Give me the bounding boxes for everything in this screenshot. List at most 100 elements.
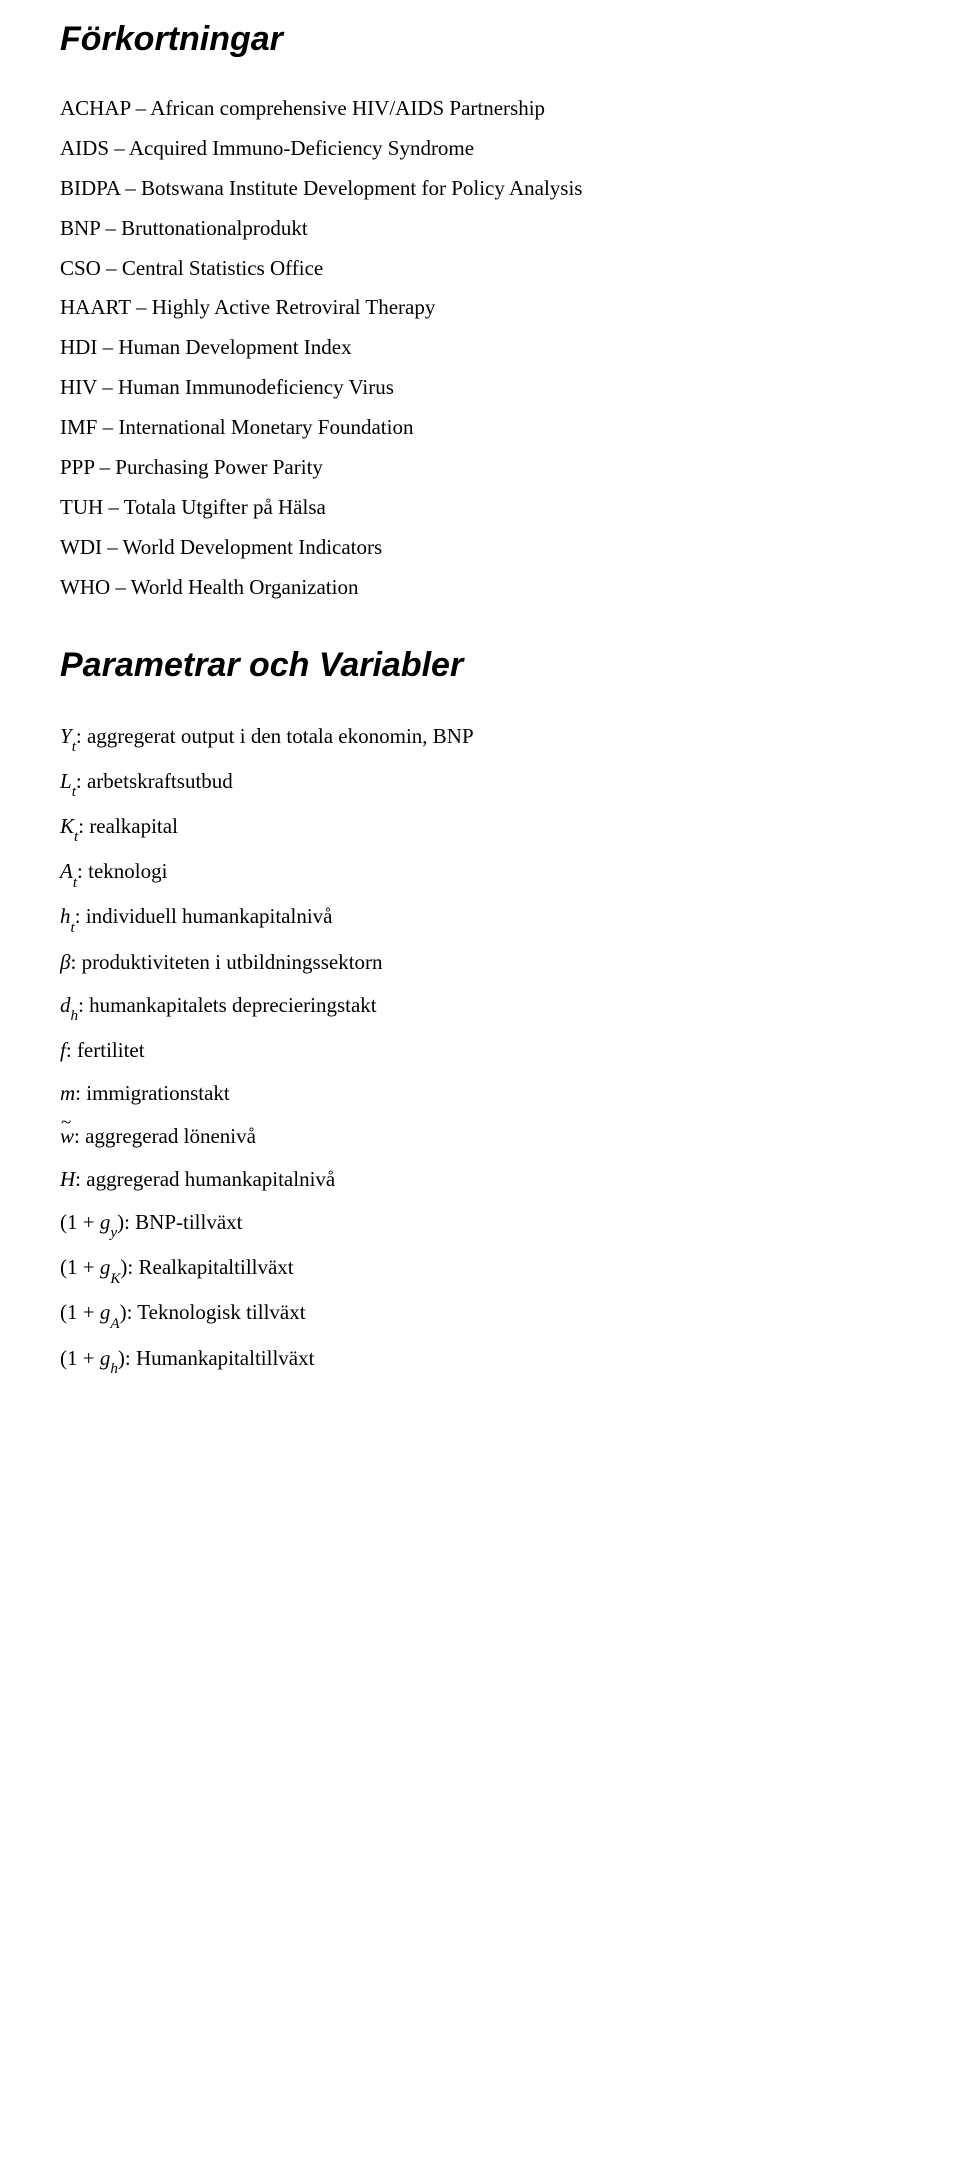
param-symbol: w bbox=[60, 1124, 74, 1148]
abbrev-key: HIV bbox=[60, 375, 97, 399]
param-symbol: At bbox=[60, 859, 77, 883]
param-desc: realkapital bbox=[89, 814, 178, 838]
param-colon: : bbox=[78, 814, 89, 838]
param-symbol: ht bbox=[60, 904, 75, 928]
abbrev-desc: Botswana Institute Development for Polic… bbox=[141, 176, 583, 200]
param-desc: aggregerad lönenivå bbox=[85, 1124, 256, 1148]
abbrev-item: WHO – World Health Organization bbox=[60, 568, 900, 608]
abbrev-key: BNP bbox=[60, 216, 100, 240]
abbrev-key: ACHAP bbox=[60, 96, 130, 120]
abbrev-desc: Purchasing Power Parity bbox=[115, 455, 323, 479]
abbrev-separator: – bbox=[110, 575, 131, 599]
param-colon: : bbox=[78, 993, 89, 1017]
abbrev-desc: Acquired Immuno-Deficiency Syndrome bbox=[129, 136, 474, 160]
parameters-list: Yt: aggregerat output i den totala ekono… bbox=[60, 715, 900, 1382]
abbrev-key: WDI bbox=[60, 535, 102, 559]
param-colon: : bbox=[75, 904, 86, 928]
abbrev-item: HDI – Human Development Index bbox=[60, 328, 900, 368]
param-desc: produktiviteten i utbildningssektorn bbox=[82, 950, 383, 974]
param-item: w: aggregerad lönenivå bbox=[60, 1115, 900, 1158]
param-colon: : bbox=[127, 1255, 138, 1279]
abbrev-item: AIDS – Acquired Immuno-Deficiency Syndro… bbox=[60, 129, 900, 169]
abbrev-separator: – bbox=[101, 256, 122, 280]
abbrev-key: PPP bbox=[60, 455, 94, 479]
param-symbol: β bbox=[60, 950, 70, 974]
param-colon: : bbox=[127, 1300, 138, 1324]
param-symbol: m bbox=[60, 1081, 75, 1105]
abbrev-desc: Totala Utgifter på Hälsa bbox=[124, 495, 326, 519]
param-symbol: (1 + gh) bbox=[60, 1346, 125, 1370]
abbrev-separator: – bbox=[94, 455, 115, 479]
abbrev-item: BNP – Bruttonationalprodukt bbox=[60, 209, 900, 249]
param-item: β: produktiviteten i utbildningssektorn bbox=[60, 941, 900, 984]
abbrev-desc: Central Statistics Office bbox=[122, 256, 323, 280]
param-symbol: (1 + gA) bbox=[60, 1300, 127, 1324]
param-colon: : bbox=[75, 1167, 86, 1191]
abbrev-desc: Human Development Index bbox=[118, 335, 351, 359]
param-item: Lt: arbetskraftsutbud bbox=[60, 760, 900, 805]
param-item: (1 + gK): Realkapitaltillväxt bbox=[60, 1246, 900, 1291]
abbrev-separator: – bbox=[97, 415, 118, 439]
abbrev-item: IMF – International Monetary Foundation bbox=[60, 408, 900, 448]
param-item: At: teknologi bbox=[60, 850, 900, 895]
param-colon: : bbox=[124, 1210, 135, 1234]
param-desc: aggregerat output i den totala ekonomin,… bbox=[87, 724, 474, 748]
abbrev-separator: – bbox=[97, 335, 118, 359]
abbrev-desc: Bruttonationalprodukt bbox=[121, 216, 308, 240]
abbrev-item: TUH – Totala Utgifter på Hälsa bbox=[60, 488, 900, 528]
param-desc: humankapitalets deprecieringstakt bbox=[89, 993, 376, 1017]
param-desc: Teknologisk tillväxt bbox=[137, 1300, 305, 1324]
abbreviations-list: ACHAP – African comprehensive HIV/AIDS P… bbox=[60, 89, 900, 608]
abbrev-item: CSO – Central Statistics Office bbox=[60, 249, 900, 289]
abbrev-separator: – bbox=[103, 495, 124, 519]
param-desc: fertilitet bbox=[77, 1038, 145, 1062]
abbrev-separator: – bbox=[120, 176, 141, 200]
param-item: (1 + gh): Humankapitaltillväxt bbox=[60, 1337, 900, 1382]
abbrev-separator: – bbox=[130, 96, 150, 120]
param-item: H: aggregerad humankapitalnivå bbox=[60, 1158, 900, 1201]
abbrev-key: AIDS bbox=[60, 136, 109, 160]
abbrev-item: PPP – Purchasing Power Parity bbox=[60, 448, 900, 488]
abbrev-key: IMF bbox=[60, 415, 97, 439]
param-symbol: (1 + gK) bbox=[60, 1255, 127, 1279]
param-colon: : bbox=[77, 859, 88, 883]
abbrev-desc: Highly Active Retroviral Therapy bbox=[152, 295, 436, 319]
param-item: (1 + gy): BNP-tillväxt bbox=[60, 1201, 900, 1246]
param-symbol: Kt bbox=[60, 814, 78, 838]
abbrev-desc: International Monetary Foundation bbox=[118, 415, 413, 439]
param-desc: Realkapitaltillväxt bbox=[139, 1255, 294, 1279]
param-item: ht: individuell humankapitalnivå bbox=[60, 895, 900, 940]
abbrev-item: BIDPA – Botswana Institute Development f… bbox=[60, 169, 900, 209]
abbrev-item: HIV – Human Immunodeficiency Virus bbox=[60, 368, 900, 408]
param-colon: : bbox=[66, 1038, 77, 1062]
abbrev-separator: – bbox=[109, 136, 129, 160]
param-desc: BNP-tillväxt bbox=[135, 1210, 242, 1234]
page: Förkortningar ACHAP – African comprehens… bbox=[0, 0, 960, 1422]
abbreviations-heading: Förkortningar bbox=[60, 20, 900, 59]
param-colon: : bbox=[76, 724, 87, 748]
abbrev-separator: – bbox=[131, 295, 152, 319]
abbrev-desc: World Health Organization bbox=[131, 575, 359, 599]
param-colon: : bbox=[74, 1124, 85, 1148]
parameters-heading: Parametrar och Variabler bbox=[60, 646, 900, 685]
abbrev-key: TUH bbox=[60, 495, 103, 519]
abbrev-key: HAART bbox=[60, 295, 131, 319]
abbrev-separator: – bbox=[102, 535, 123, 559]
param-symbol: Lt bbox=[60, 769, 76, 793]
abbrev-key: BIDPA bbox=[60, 176, 120, 200]
param-desc: individuell humankapitalnivå bbox=[86, 904, 333, 928]
param-item: Kt: realkapital bbox=[60, 805, 900, 850]
abbrev-desc: World Development Indicators bbox=[123, 535, 383, 559]
param-colon: : bbox=[125, 1346, 136, 1370]
abbrev-separator: – bbox=[97, 375, 118, 399]
param-symbol: H bbox=[60, 1167, 75, 1191]
param-item: f: fertilitet bbox=[60, 1029, 900, 1072]
param-colon: : bbox=[75, 1081, 86, 1105]
param-item: m: immigrationstakt bbox=[60, 1072, 900, 1115]
param-desc: aggregerad humankapitalnivå bbox=[86, 1167, 335, 1191]
abbrev-item: ACHAP – African comprehensive HIV/AIDS P… bbox=[60, 89, 900, 129]
abbrev-desc: African comprehensive HIV/AIDS Partnersh… bbox=[150, 96, 545, 120]
abbrev-separator: – bbox=[100, 216, 121, 240]
param-desc: Humankapitaltillväxt bbox=[136, 1346, 314, 1370]
param-colon: : bbox=[70, 950, 81, 974]
